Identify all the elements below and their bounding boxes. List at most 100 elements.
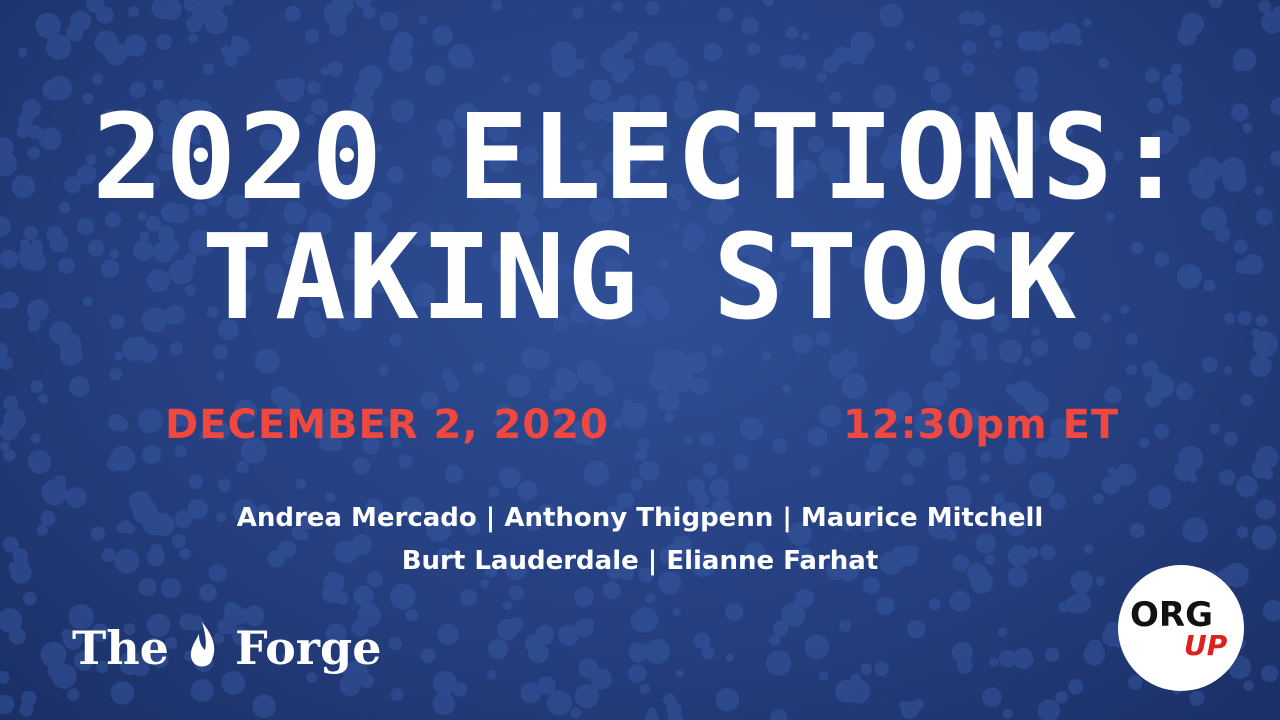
crowd-texture: [69, 376, 90, 397]
crowd-texture: [940, 319, 959, 338]
crowd-texture: [408, 221, 433, 247]
crowd-texture: [65, 487, 87, 508]
crowd-texture: [1270, 150, 1280, 167]
crowd-texture: [218, 318, 240, 340]
crowd-texture: [696, 80, 708, 92]
forge-logo: The Forge: [72, 620, 381, 675]
crowd-texture: [892, 546, 902, 557]
crowd-texture: [219, 617, 237, 635]
crowd-texture: [87, 239, 105, 257]
crowd-texture: [850, 673, 861, 684]
crowd-texture: [1130, 241, 1144, 255]
crowd-texture: [145, 215, 162, 232]
crowd-texture: [794, 598, 804, 608]
crowd-texture: [94, 30, 119, 55]
crowd-texture: [128, 5, 140, 17]
crowd-texture: [185, 15, 203, 33]
crowd-texture: [1262, 600, 1280, 622]
crowd-texture: [151, 512, 175, 537]
crowd-texture: [586, 102, 606, 122]
crowd-texture: [948, 461, 967, 481]
crowd-texture: [1104, 386, 1122, 404]
crowd-texture: [150, 543, 163, 557]
crowd-texture: [491, 0, 503, 11]
crowd-texture: [197, 100, 212, 115]
crowd-texture: [179, 547, 191, 560]
crowd-texture: [985, 135, 1000, 150]
crowd-texture: [602, 515, 616, 529]
crowd-texture: [1142, 360, 1159, 377]
crowd-texture: [146, 548, 165, 567]
crowd-texture: [1151, 374, 1175, 399]
crowd-texture: [1201, 356, 1218, 373]
crowd-texture: [458, 53, 475, 69]
crowd-texture: [236, 460, 249, 474]
crowd-texture: [1004, 384, 1016, 395]
crowd-texture: [503, 557, 517, 570]
crowd-texture: [658, 299, 670, 311]
crowd-texture: [1233, 239, 1248, 254]
crowd-texture: [686, 478, 705, 496]
crowd-texture: [583, 436, 593, 446]
crowd-texture: [1012, 238, 1028, 254]
crowd-texture: [270, 385, 291, 406]
crowd-texture: [389, 42, 399, 53]
crowd-texture: [815, 331, 831, 346]
crowd-texture: [899, 700, 908, 709]
crowd-texture: [152, 79, 164, 91]
crowd-texture: [933, 230, 959, 256]
crowd-texture: [1242, 122, 1253, 134]
crowd-texture: [242, 292, 253, 302]
crowd-texture: [350, 95, 374, 120]
crowd-texture: [694, 232, 706, 244]
crowd-texture: [690, 551, 716, 578]
crowd-texture: [0, 137, 14, 157]
crowd-texture: [132, 108, 143, 119]
crowd-texture: [235, 259, 257, 281]
crowd-texture: [887, 305, 905, 323]
crowd-texture: [1017, 30, 1038, 51]
crowd-texture: [847, 505, 864, 522]
crowd-texture: [170, 407, 189, 427]
crowd-texture: [389, 333, 402, 347]
crowd-texture: [904, 40, 915, 51]
crowd-texture: [1139, 437, 1150, 448]
crowd-texture: [279, 77, 305, 103]
crowd-texture: [977, 421, 988, 433]
crowd-texture: [225, 194, 250, 219]
crowd-texture: [869, 442, 890, 463]
crowd-texture: [1113, 150, 1125, 162]
crowd-texture: [8, 561, 21, 574]
crowd-texture: [320, 66, 330, 76]
crowd-texture: [204, 10, 229, 35]
crowd-texture: [339, 674, 361, 697]
crowd-texture: [1045, 434, 1070, 459]
crowd-texture: [622, 398, 633, 409]
crowd-texture: [169, 204, 190, 224]
crowd-texture: [865, 456, 882, 473]
crowd-texture: [834, 366, 846, 379]
crowd-texture: [365, 207, 380, 223]
crowd-texture: [826, 559, 848, 581]
crowd-texture: [95, 6, 114, 24]
crowd-texture: [669, 183, 686, 201]
crowd-texture: [460, 589, 478, 607]
crowd-texture: [288, 292, 302, 306]
crowd-texture: [970, 333, 988, 351]
crowd-texture: [766, 291, 776, 301]
crowd-texture: [307, 318, 327, 339]
crowd-texture: [970, 10, 986, 26]
crowd-texture: [839, 620, 852, 633]
crowd-texture: [192, 0, 215, 23]
logo-text: ORG: [1130, 595, 1213, 635]
crowd-texture: [1172, 115, 1185, 127]
crowd-texture: [920, 208, 937, 225]
crowd-texture: [807, 426, 828, 447]
crowd-texture: [675, 80, 695, 100]
crowd-texture: [934, 344, 948, 358]
crowd-texture: [873, 84, 897, 108]
crowd-texture: [353, 585, 375, 607]
crowd-texture: [617, 38, 633, 54]
crowd-texture: [137, 342, 158, 363]
crowd-texture: [452, 682, 468, 697]
